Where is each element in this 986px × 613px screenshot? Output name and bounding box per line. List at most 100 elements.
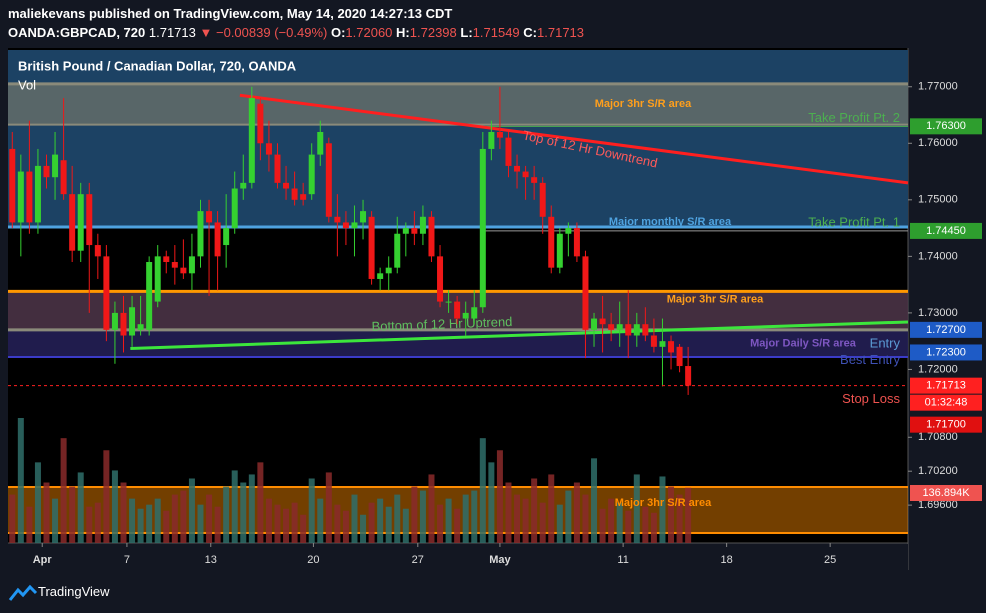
volume-bar: [685, 487, 692, 543]
y-tick-label: 1.72000: [918, 363, 958, 375]
candle-body: [591, 318, 598, 330]
ohlc-key: O:: [330, 25, 346, 40]
ohlc: O:1.72060 H:1.72398 L:1.71549 C:1.71713: [331, 25, 584, 40]
candle-body: [52, 154, 59, 178]
volume-bar: [206, 494, 213, 543]
candle-body: [283, 182, 290, 189]
volume-bar: [342, 510, 349, 543]
volume-bar: [291, 502, 298, 543]
y-tick-label: 1.74000: [918, 250, 958, 262]
quote-line: OANDA:GBPCAD, 720 1.71713 ▼ −0.00839 (−0…: [8, 25, 584, 40]
volume-bar: [283, 508, 290, 543]
level-badge-bg: [910, 222, 982, 239]
candle-body: [274, 154, 281, 183]
candle-body: [257, 103, 264, 144]
level-label: Best Entry: [840, 352, 900, 367]
ohlc-key: L:: [460, 25, 473, 40]
volume-bar: [496, 450, 503, 543]
last-price-badge: 1.71713: [926, 380, 966, 392]
candle-body: [17, 171, 24, 223]
publish-text: maliekevans published on TradingView.com…: [8, 6, 453, 21]
candle-body: [214, 222, 221, 257]
volume-bar: [69, 486, 76, 543]
candle-body: [291, 188, 298, 200]
monthly-label: Major monthly S/R area: [609, 216, 732, 228]
level-badge: 1.74450: [926, 225, 966, 237]
volume-bar: [188, 478, 195, 543]
volume-bar: [231, 470, 238, 543]
candle-body: [411, 228, 418, 234]
zone-label: Major Daily S/R area: [750, 337, 857, 349]
candle-body: [197, 211, 204, 257]
trendline: [130, 320, 909, 351]
volume-bar: [462, 494, 469, 543]
candle-body: [599, 318, 606, 325]
candle-body: [163, 256, 170, 263]
volume-bar: [265, 498, 272, 543]
candle-body: [240, 182, 247, 189]
level-badge-bg: [910, 344, 982, 361]
volume-badge-bg: [910, 485, 982, 501]
volume-bar: [334, 504, 341, 543]
volume-bar: [94, 502, 101, 543]
countdown: 01:32:48: [925, 397, 968, 409]
volume-bar: [60, 438, 67, 543]
candle-body: [676, 346, 683, 367]
candle-body: [188, 256, 195, 274]
candle-body: [120, 312, 127, 336]
volume-bar: [659, 476, 666, 543]
ohlc-value: 1.72398: [409, 25, 457, 40]
candle-body: [556, 233, 563, 268]
candle-body: [668, 341, 675, 353]
volume-bar: [214, 506, 221, 543]
volume-bar: [573, 482, 580, 543]
candle-body: [496, 131, 503, 138]
candle-body: [129, 307, 136, 336]
candle-body: [9, 148, 16, 223]
brand: TradingView: [38, 584, 110, 599]
candle-body: [94, 245, 101, 257]
y-tick-label: 1.70200: [918, 465, 958, 477]
candle-body: [180, 267, 187, 274]
volume-bar: [223, 486, 230, 543]
volume-bar: [180, 490, 187, 543]
candle-body: [633, 324, 640, 336]
candle-body: [573, 228, 580, 257]
y-tick-label: 1.77000: [918, 81, 958, 93]
candle-body: [471, 307, 478, 319]
level-label: Entry: [870, 335, 901, 350]
volume-bar: [240, 482, 247, 543]
ohlc-key: C:: [523, 25, 538, 40]
trendline: [239, 93, 909, 185]
volume-bar: [300, 514, 307, 543]
candle-body: [650, 335, 657, 347]
candle-body: [454, 301, 461, 319]
volume-bar: [111, 470, 118, 543]
volume-bar: [317, 498, 324, 543]
candle-body: [146, 262, 153, 330]
volume-zone-label: Major 3hr S/R area: [615, 497, 712, 509]
volume-bar: [137, 508, 144, 543]
x-tick-label: 25: [824, 554, 836, 566]
volume-bar: [308, 478, 315, 543]
volume-bar: [163, 510, 170, 543]
trendline-label: Bottom of 12 Hr Uptrend: [371, 314, 512, 334]
volume-bar: [129, 498, 136, 543]
candle-body: [616, 324, 623, 330]
candle-body: [77, 194, 84, 251]
level-label: Take Profit Pt. 2: [808, 110, 900, 125]
chart-title: British Pound / Canadian Dollar, 720, OA…: [18, 58, 297, 73]
ohlc-value: 1.71713: [537, 25, 585, 40]
change-arrow: ▼: [199, 25, 213, 40]
candle-body: [317, 131, 324, 155]
candle-body: [265, 143, 272, 155]
volume-bar: [171, 494, 178, 543]
candle-body: [488, 131, 495, 149]
volume-bar: [103, 450, 110, 543]
candle-body: [385, 267, 392, 274]
ohlc-key: H:: [396, 25, 410, 40]
volume-bar: [591, 458, 598, 543]
volume-bar: [428, 474, 435, 543]
volume-bar: [368, 502, 375, 543]
candle-body: [137, 324, 144, 330]
